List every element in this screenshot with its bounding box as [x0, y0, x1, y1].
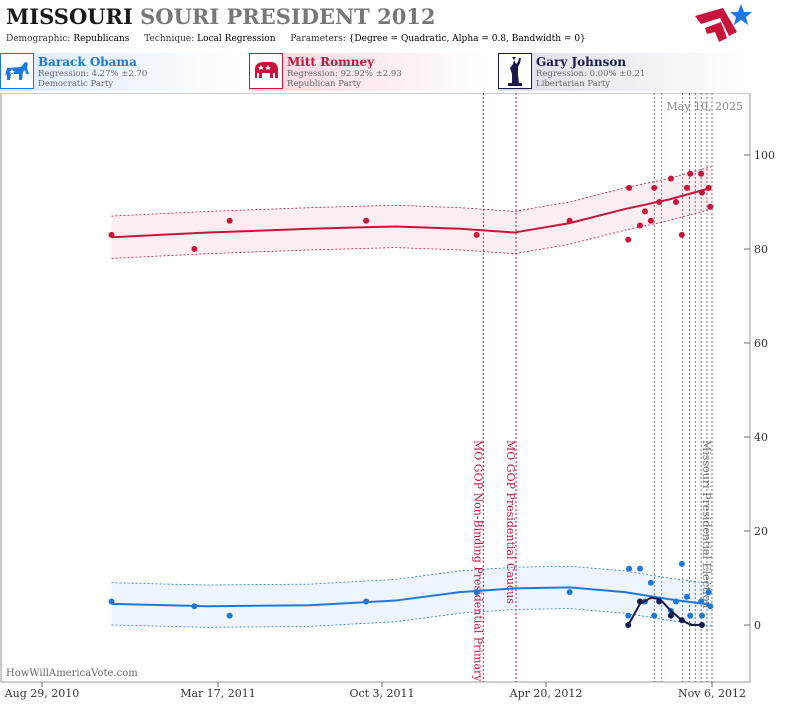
data-point [678, 231, 685, 238]
y-tick-label: 40 [754, 431, 768, 444]
plot-frame [0, 93, 751, 683]
demographic-label: Demographic: [6, 34, 71, 44]
data-point [647, 217, 654, 224]
data-point [707, 603, 714, 610]
y-tick-label: 0 [754, 619, 761, 632]
title-state: MISSOURI [6, 4, 133, 29]
data-point [705, 184, 712, 191]
data-point [473, 231, 480, 238]
elephant-icon [249, 53, 283, 89]
trend-line [111, 586, 712, 608]
y-tick-label: 80 [754, 243, 768, 256]
event-label: Missouri Presidential Election [700, 440, 713, 608]
data-point [672, 199, 679, 205]
data-point [626, 184, 633, 191]
confidence-band [111, 566, 712, 628]
donkey-icon [0, 53, 34, 89]
parameters-line: Demographic: Republicans Technique: Loca… [6, 34, 586, 44]
candidate-card-obama[interactable]: Barack Obama Regression: 4.27% ±2.70 Dem… [0, 53, 240, 91]
data-point [566, 217, 573, 224]
data-point [698, 622, 705, 628]
data-point [108, 598, 115, 605]
site-logo [695, 4, 752, 42]
watermark: HowWillAmericaVote.com [6, 668, 138, 679]
candidate-regression: Regression: 0.00% ±0.21 [536, 69, 646, 79]
candidate-party: Libertarian Party [536, 79, 611, 89]
data-point [656, 199, 663, 205]
chart-plot: MO GOP Non-Binding Presidential Primary M… [0, 93, 775, 700]
event-label: MO GOP Non-Binding Presidential Primary [471, 440, 484, 682]
data-point [672, 598, 679, 605]
technique-value: Local Regression [197, 34, 276, 44]
candidate-name: Barack Obama [38, 55, 137, 69]
x-tick-label: Aug 29, 2010 [4, 687, 80, 700]
y-tick-label: 20 [754, 525, 768, 538]
data-point [191, 603, 198, 610]
data-point [636, 598, 643, 605]
data-point [191, 246, 198, 252]
data-point [698, 189, 705, 196]
title-rest: SOURI PRESIDENT 2012 [140, 4, 436, 29]
trend-line [111, 186, 712, 239]
data-point [566, 589, 573, 596]
data-point [698, 170, 705, 177]
date-stamp: May 10, 2025 [666, 100, 743, 113]
x-tick-label: Nov 6, 2012 [678, 687, 746, 700]
confidence-band [111, 166, 712, 259]
statue-of-liberty-icon [498, 53, 532, 89]
data-point [707, 203, 714, 210]
data-point [636, 222, 643, 229]
data-point [473, 589, 480, 596]
technique-label: Technique: [144, 34, 195, 44]
demographic-value: Republicans [73, 34, 130, 44]
data-point [363, 598, 370, 605]
data-point [651, 184, 658, 191]
data-point [705, 589, 712, 596]
data-point [626, 565, 633, 572]
candidate-card-romney[interactable]: Mitt Romney Regression: 92.92% ±2.93 Rep… [249, 53, 489, 91]
x-tick-label: Oct 3, 2011 [349, 687, 414, 700]
page-title: MISSOURI SOURI PRESIDENT 2012 [6, 4, 436, 29]
x-tick-label: Apr 20, 2012 [509, 687, 583, 700]
candidate-party: Democratic Party [38, 79, 114, 89]
data-point [651, 612, 658, 619]
data-point [625, 236, 632, 243]
candidate-card-johnson[interactable]: Gary Johnson Regression: 0.00% ±0.21 Lib… [498, 53, 748, 91]
y-tick-label: 60 [754, 337, 768, 350]
data-point [647, 579, 654, 586]
data-point [687, 170, 694, 177]
candidate-legend: Barack Obama Regression: 4.27% ±2.70 Dem… [0, 53, 789, 93]
candidate-name: Mitt Romney [287, 55, 375, 69]
data-point [698, 598, 705, 605]
candidate-name: Gary Johnson [536, 55, 627, 69]
data-point [683, 184, 690, 191]
data-point [698, 612, 705, 619]
data-point [625, 612, 632, 619]
data-point [636, 565, 643, 572]
data-point [656, 598, 663, 605]
band-upper [111, 565, 712, 586]
candidate-regression: Regression: 4.27% ±2.70 [38, 69, 148, 79]
data-point [678, 617, 685, 624]
parameters-label: Parameters: [290, 34, 346, 44]
data-point [363, 217, 370, 224]
band-lower [111, 608, 712, 628]
data-point [683, 593, 690, 600]
data-point [642, 208, 648, 215]
parameters-value: {Degree = Quadratic, Alpha = 0.8, Bandwi… [348, 34, 586, 44]
header: MISSOURI SOURI PRESIDENT 2012 Demographi… [0, 0, 789, 52]
data-point [687, 612, 694, 619]
data-point [226, 217, 233, 224]
candidate-party: Republican Party [287, 79, 361, 89]
data-point [678, 560, 685, 567]
data-point [667, 612, 674, 619]
data-point [667, 175, 674, 182]
data-point [625, 622, 632, 628]
candidate-regression: Regression: 92.92% ±2.93 [287, 69, 402, 79]
y-tick-label: 100 [754, 149, 775, 162]
data-point [226, 612, 233, 619]
event-label: MO GOP Presidential Caucus [504, 440, 517, 604]
x-tick-label: Mar 17, 2011 [180, 687, 256, 700]
data-point [108, 231, 115, 238]
